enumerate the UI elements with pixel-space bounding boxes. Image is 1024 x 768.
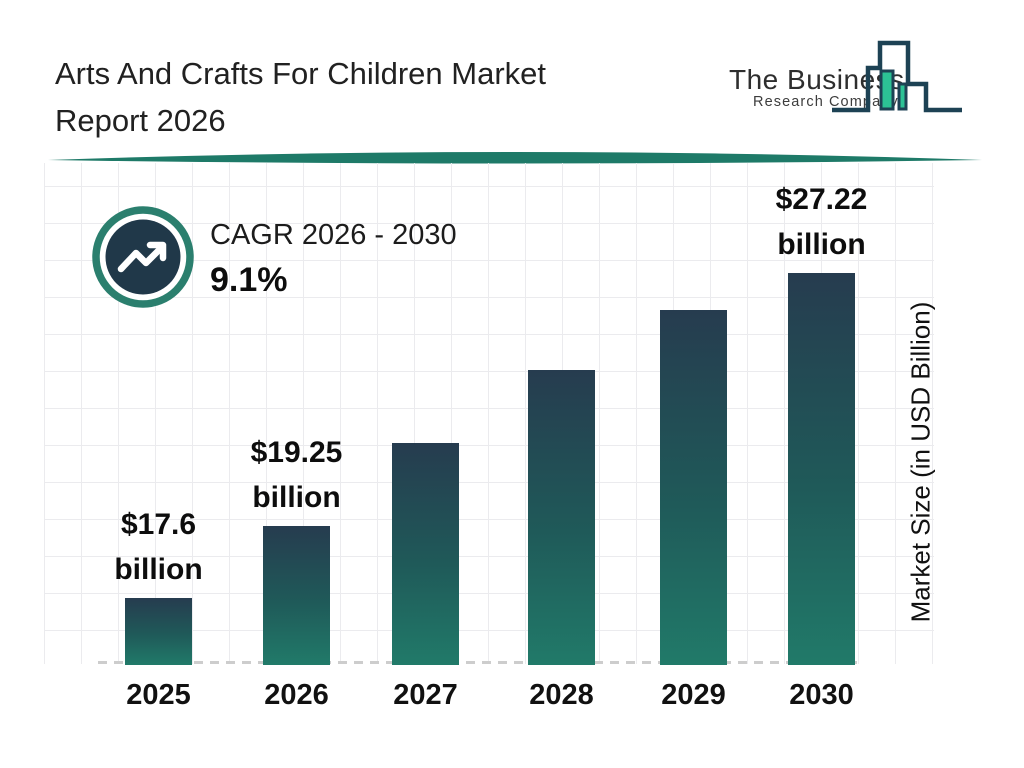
x-tick-2029: 2029 [661,679,726,711]
logo-text-secondary: Research Company [753,94,899,110]
title-line-1: Arts And Crafts For Children Market [55,56,546,91]
chart-baseline-dashed [98,661,857,664]
value-label-amount: $17.6 [120,508,197,541]
value-label-2025: $17.6 billion [69,502,249,592]
bar-2030 [788,273,855,665]
bar-2027 [392,443,459,665]
divider-swoosh [48,152,982,164]
logo-bars-icon [832,40,962,113]
trending-up-icon [92,206,194,308]
value-label-2026: $19.25 billion [207,430,387,520]
value-label-amount: $19.25 [250,436,343,469]
value-label-unit: billion [252,481,341,514]
cagr-value: 9.1% [210,261,288,299]
title-line-2: Report 2026 [55,103,226,138]
cagr-range-label: CAGR 2026 - 2030 [210,219,457,251]
bar-2028 [528,370,595,665]
value-label-unit: billion [114,553,203,586]
x-tick-2027: 2027 [393,679,458,711]
x-tick-2028: 2028 [529,679,594,711]
value-label-unit: billion [777,228,866,261]
bar-2029 [660,310,727,665]
page-title: Arts And Crafts For Children Market Repo… [55,50,546,144]
y-axis-label: Market Size (in USD Billion) [905,301,936,623]
x-tick-2025: 2025 [126,679,191,711]
bar-2026 [263,526,330,665]
value-label-2030: $27.22 billion [732,177,912,267]
bar-2025 [125,598,192,665]
value-label-amount: $27.22 [775,183,868,216]
x-tick-2030: 2030 [789,679,854,711]
x-tick-2026: 2026 [264,679,329,711]
